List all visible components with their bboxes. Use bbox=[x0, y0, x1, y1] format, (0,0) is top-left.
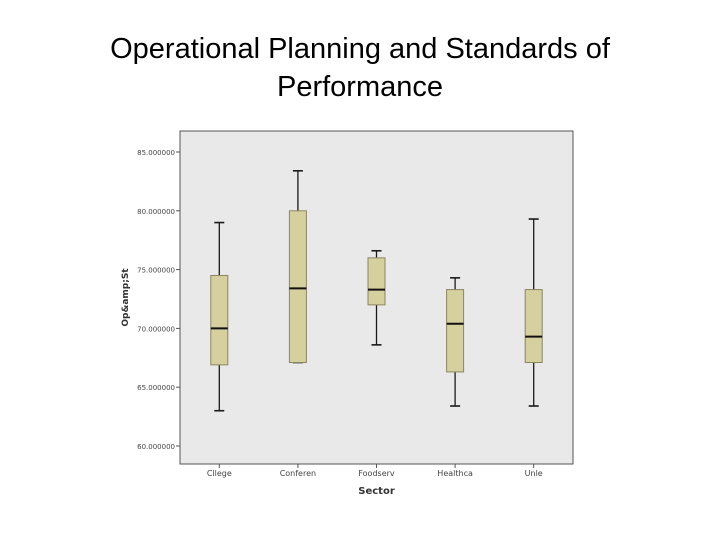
slide-title: Operational Planning and Standards of Pe… bbox=[60, 30, 660, 106]
y-tick-label-70: 70.000000 bbox=[137, 325, 175, 333]
box-iqr bbox=[367, 257, 386, 306]
y-tick-label-85: 85.000000 bbox=[137, 149, 175, 157]
box-conferen bbox=[288, 170, 307, 364]
x-tick-label-1: Conferen bbox=[280, 469, 316, 478]
box-iqr bbox=[524, 289, 543, 364]
box-healthca bbox=[446, 277, 465, 407]
boxes-group bbox=[210, 170, 543, 412]
y-tick-label-60: 60.000000 bbox=[137, 443, 175, 451]
y-axis-label: Op&amp;St bbox=[121, 268, 131, 327]
slide-title-line-1: Operational Planning and Standards of bbox=[110, 33, 610, 65]
x-tick-label-3: Healthca bbox=[437, 469, 473, 478]
box-unle bbox=[524, 218, 543, 407]
y-axis: 60.000000 65.000000 70.000000 75.000000 80.0… bbox=[137, 149, 180, 451]
x-axis: Cllege Conferen Foodserv Healthca Unle bbox=[207, 464, 543, 478]
box-iqr bbox=[210, 274, 229, 366]
x-tick-label-4: Unle bbox=[525, 469, 543, 478]
y-tick-label-75: 75.000000 bbox=[137, 267, 175, 275]
x-tick-label-0: Cllege bbox=[207, 469, 232, 478]
slide-title-line-2: Performance bbox=[276, 71, 443, 103]
y-tick-label-65: 65.000000 bbox=[137, 384, 175, 392]
box-iqr bbox=[446, 289, 465, 373]
x-axis-label: Sector bbox=[358, 486, 395, 497]
y-tick-label-80: 80.000000 bbox=[137, 208, 175, 216]
x-tick-label-2: Foodserv bbox=[358, 469, 395, 478]
box-iqr bbox=[288, 210, 307, 364]
box-foodserv bbox=[367, 249, 386, 346]
box-cllege bbox=[210, 221, 229, 412]
